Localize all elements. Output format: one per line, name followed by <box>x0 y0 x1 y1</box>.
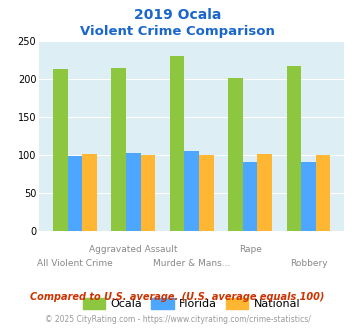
Bar <box>286 66 301 231</box>
Bar <box>243 162 257 231</box>
Text: Murder & Mans...: Murder & Mans... <box>153 259 230 268</box>
Text: 2019 Ocala: 2019 Ocala <box>134 8 221 22</box>
Bar <box>184 151 199 231</box>
Bar <box>111 68 126 231</box>
Text: Violent Crime Comparison: Violent Crime Comparison <box>80 25 275 38</box>
Text: Compared to U.S. average. (U.S. average equals 100): Compared to U.S. average. (U.S. average … <box>30 292 325 302</box>
Bar <box>126 153 141 231</box>
Text: Rape: Rape <box>239 245 262 254</box>
Bar <box>301 162 316 231</box>
Legend: Ocala, Florida, National: Ocala, Florida, National <box>78 293 305 314</box>
Text: All Violent Crime: All Violent Crime <box>37 259 113 268</box>
Bar <box>316 155 331 231</box>
Bar <box>199 155 214 231</box>
Bar <box>141 155 155 231</box>
Text: Robbery: Robbery <box>290 259 327 268</box>
Bar <box>228 78 243 231</box>
Bar <box>67 156 82 231</box>
Bar <box>53 69 67 231</box>
Bar <box>257 154 272 231</box>
Bar <box>170 56 184 231</box>
Text: Aggravated Assault: Aggravated Assault <box>89 245 178 254</box>
Text: © 2025 CityRating.com - https://www.cityrating.com/crime-statistics/: © 2025 CityRating.com - https://www.city… <box>45 315 310 324</box>
Bar <box>82 154 97 231</box>
